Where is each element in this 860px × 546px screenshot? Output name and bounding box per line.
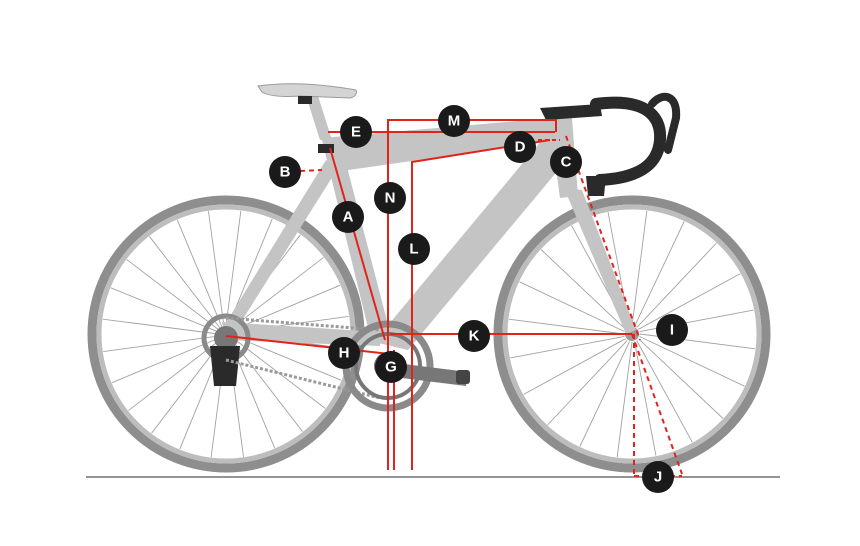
seat-tube-line <box>329 147 386 341</box>
spoke <box>634 221 685 327</box>
spoke <box>103 335 219 352</box>
seatpost-saddle <box>257 83 357 140</box>
trail-line-steer <box>631 333 683 475</box>
badge-h-label: H <box>339 345 350 362</box>
spoke <box>616 341 633 458</box>
handlebar <box>540 92 681 196</box>
spoke <box>519 281 625 332</box>
spoke <box>631 210 648 327</box>
badge-g: G <box>375 351 407 383</box>
spoke <box>233 335 342 381</box>
spoke <box>636 242 717 328</box>
badge-e-label: E <box>351 124 361 141</box>
spoke <box>638 338 724 419</box>
spoke <box>126 259 220 331</box>
badge-h: H <box>328 337 360 369</box>
badge-d-label: D <box>515 139 526 156</box>
chainstay-line <box>225 335 391 355</box>
stack-line-l <box>411 139 551 470</box>
badge-m-label: M <box>448 113 461 130</box>
spoke <box>231 257 324 329</box>
badge-c: C <box>550 146 582 178</box>
badge-l: L <box>398 233 430 265</box>
spoke <box>128 339 221 411</box>
badge-j: J <box>642 461 674 493</box>
badge-a-label: A <box>343 209 354 226</box>
badge-k-label: K <box>469 328 480 345</box>
spoke <box>149 236 221 329</box>
spoke <box>111 337 220 384</box>
spoke <box>110 287 219 333</box>
badge-n-label: N <box>385 190 396 207</box>
spoke <box>232 337 326 409</box>
spoke <box>547 340 628 426</box>
front-wheel-spokes <box>508 210 756 458</box>
seat-clamp <box>318 144 334 153</box>
spoke <box>638 273 741 330</box>
spoke <box>176 219 223 328</box>
spoke <box>579 341 630 447</box>
badge-m: M <box>438 105 470 137</box>
spoke <box>634 341 657 456</box>
spoke <box>208 211 225 327</box>
badge-e: E <box>340 116 372 148</box>
badge-c-label: C <box>561 154 572 171</box>
spoke <box>102 318 219 335</box>
badge-b-label: B <box>280 164 291 181</box>
measurement-lines <box>225 119 683 477</box>
badge-n: N <box>374 182 406 214</box>
spoke <box>232 284 341 331</box>
badge-k: K <box>458 320 490 352</box>
badge-d: D <box>504 131 536 163</box>
badge-j-label: J <box>654 469 662 486</box>
seat-angle-line <box>299 169 323 172</box>
spoke <box>540 249 626 330</box>
badge-a: A <box>332 201 364 233</box>
badge-g-label: G <box>385 359 397 376</box>
badge-b: B <box>269 156 301 188</box>
spoke <box>510 336 625 359</box>
spoke <box>225 210 242 327</box>
spoke <box>636 340 693 443</box>
spoke <box>523 338 626 395</box>
badge-i-label: I <box>670 322 674 339</box>
spoke <box>639 336 745 387</box>
badge-l-label: L <box>409 241 418 258</box>
spoke <box>508 318 625 335</box>
badge-i: I <box>656 314 688 346</box>
